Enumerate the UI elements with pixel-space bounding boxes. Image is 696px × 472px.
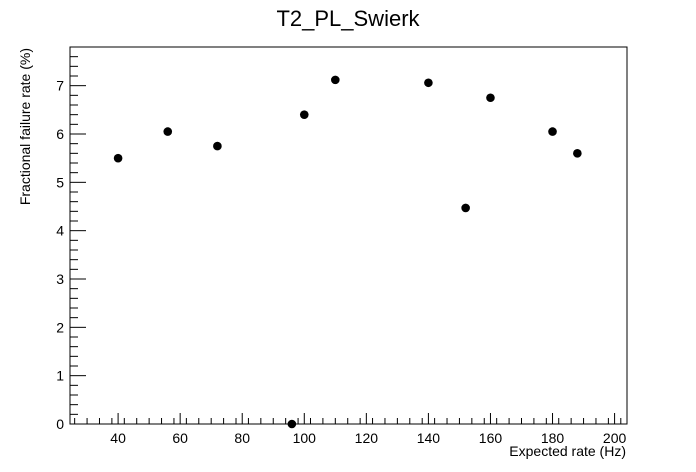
data-point: [299, 110, 309, 119]
data-point: [163, 127, 173, 136]
y-tick-label: 6: [56, 126, 64, 142]
data-point: [331, 75, 340, 85]
data-point: [213, 141, 222, 151]
x-tick-label: 40: [110, 430, 126, 446]
data-point: [486, 93, 495, 103]
data-point: [461, 203, 470, 213]
y-tick-label: 2: [56, 319, 64, 335]
x-tick-label: 80: [234, 430, 250, 446]
y-tick-label: 5: [56, 174, 64, 190]
y-tick-label: 4: [56, 223, 64, 239]
data-point: [548, 127, 557, 136]
chart-title: T2_PL_Swierk: [276, 6, 420, 31]
ticks: [70, 46, 622, 425]
y-tick-label: 0: [56, 416, 64, 432]
x-tick-label: 120: [355, 430, 379, 446]
tick-labels: 40 60 80 100 120 140 160 180 200 0 1 2 3 4 5 6 7: [56, 78, 626, 446]
x-tick-label: 200: [603, 430, 627, 446]
plot-frame: [69, 46, 628, 425]
y-tick-label: 1: [56, 368, 64, 384]
x-tick-label: 140: [417, 430, 441, 446]
x-tick-label: 180: [541, 430, 565, 446]
data-point: [287, 419, 297, 429]
data-point: [424, 78, 433, 88]
y-axis-label: Fractional failure rate (%): [17, 48, 33, 205]
data-point: [573, 149, 582, 158]
y-tick-label: 7: [56, 78, 64, 94]
x-tick-label: 60: [172, 430, 188, 446]
x-tick-label: 100: [293, 430, 317, 446]
x-axis-label: Expected rate (Hz): [509, 443, 626, 459]
y-tick-label: 3: [56, 271, 64, 287]
axes: [69, 46, 628, 425]
x-tick-label: 160: [479, 430, 503, 446]
data-point: [113, 153, 123, 163]
data-points: [113, 75, 582, 429]
